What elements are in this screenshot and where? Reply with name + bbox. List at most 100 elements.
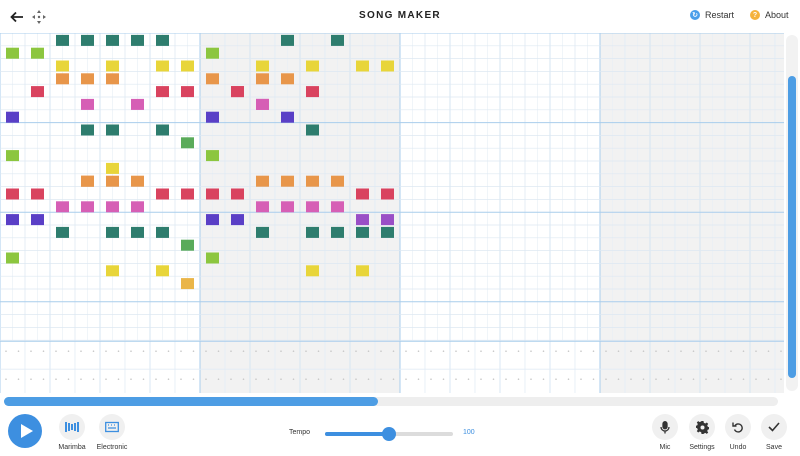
percussion-dot: [542, 350, 545, 353]
note-block: [156, 188, 169, 200]
note-block: [181, 188, 194, 200]
percussion-dot: [592, 350, 595, 353]
percussion-dot: [105, 378, 107, 381]
note-grid[interactable]: [0, 33, 784, 393]
note-block: [6, 47, 19, 59]
note-block: [331, 201, 344, 213]
percussion-dot: [330, 350, 332, 353]
note-block: [306, 124, 319, 136]
percussion-dot: [105, 350, 107, 353]
settings-button[interactable]: Settings: [686, 414, 718, 451]
tempo-slider-knob[interactable]: [382, 427, 396, 441]
percussion-dot: [167, 350, 170, 353]
note-block: [6, 252, 19, 264]
percussion-dot: [317, 350, 320, 353]
percussion-dot: [180, 378, 182, 381]
percussion-dot: [305, 350, 307, 353]
percussion-dot: [580, 378, 582, 381]
percussion-dot: [755, 350, 757, 353]
note-block: [181, 137, 194, 149]
percussion-dot: [642, 350, 645, 353]
note-block: [331, 175, 344, 187]
percussion-dot: [117, 378, 120, 381]
percussion-dot: [467, 350, 470, 353]
mic-label: Mic: [659, 444, 671, 451]
percussion-dot: [655, 350, 657, 353]
percussion-dot: [217, 378, 220, 381]
percussion-dot: [417, 378, 420, 381]
mic-button[interactable]: Mic: [651, 414, 679, 451]
percussion-dot: [330, 378, 332, 381]
note-block: [106, 34, 119, 46]
about-button[interactable]: ? About: [750, 10, 789, 20]
note-block: [6, 111, 19, 123]
electronic-label: Electronic: [96, 444, 128, 451]
percussion-dot: [492, 350, 495, 353]
percussion-dot: [705, 378, 707, 381]
note-block: [156, 124, 169, 136]
play-button[interactable]: [8, 414, 42, 448]
note-block: [281, 201, 294, 213]
note-block: [381, 226, 394, 238]
note-block: [56, 73, 69, 85]
percussion-dot: [55, 350, 57, 353]
horizontal-scrollbar-thumb[interactable]: [4, 397, 378, 406]
arrow-left-icon[interactable]: [8, 8, 26, 26]
percussion-dot: [430, 350, 432, 353]
note-block: [31, 47, 44, 59]
percussion-dot: [355, 350, 357, 353]
restart-label: Restart: [705, 10, 735, 20]
note-block: [306, 265, 319, 277]
note-block: [181, 60, 194, 72]
percussion-dot: [542, 378, 545, 381]
percussion-dot: [30, 378, 32, 381]
percussion-dot: [605, 350, 607, 353]
percussion-dot: [717, 378, 720, 381]
percussion-dot: [267, 378, 270, 381]
percussion-dot: [367, 378, 370, 381]
restart-button[interactable]: ↻ Restart: [690, 10, 734, 20]
percussion-dot: [317, 378, 320, 381]
percussion-dot: [480, 378, 482, 381]
note-block: [281, 175, 294, 187]
note-block: [181, 239, 194, 251]
note-block: [131, 226, 144, 238]
note-block: [306, 86, 319, 98]
note-block: [81, 175, 94, 187]
percussion-dot: [305, 378, 307, 381]
vertical-scrollbar-thumb[interactable]: [788, 76, 796, 378]
percussion-dot: [130, 378, 132, 381]
note-grid-canvas[interactable]: [0, 33, 784, 393]
percussion-dot: [655, 378, 657, 381]
note-block: [6, 150, 19, 162]
percussion-dot: [80, 378, 82, 381]
settings-label: Settings: [689, 444, 715, 451]
marimba-instrument-button[interactable]: Marimba: [58, 414, 86, 451]
note-block: [231, 188, 244, 200]
percussion-dot: [42, 378, 45, 381]
percussion-dot: [292, 350, 295, 353]
percussion-dot: [205, 350, 207, 353]
footer-toolbar: Marimba Electronic Tempo 100 Mic: [0, 408, 800, 456]
undo-button[interactable]: Undo: [724, 414, 752, 451]
percussion-dot: [367, 350, 370, 353]
save-button[interactable]: Save: [760, 414, 788, 451]
percussion-dot: [617, 378, 620, 381]
percussion-dot: [592, 378, 595, 381]
percussion-dot: [430, 378, 432, 381]
percussion-dot: [142, 378, 145, 381]
electronic-instrument-button[interactable]: Electronic: [96, 414, 128, 451]
note-block: [56, 34, 69, 46]
horizontal-scrollbar-track[interactable]: [4, 397, 778, 406]
percussion-dot: [142, 350, 145, 353]
move-arrows-icon[interactable]: [30, 8, 48, 26]
note-block: [6, 214, 19, 226]
note-block: [206, 252, 219, 264]
note-block: [356, 226, 369, 238]
percussion-dot: [530, 378, 532, 381]
percussion-dot: [642, 378, 645, 381]
percussion-dot: [380, 378, 382, 381]
percussion-dot: [505, 350, 507, 353]
percussion-dot: [30, 350, 32, 353]
